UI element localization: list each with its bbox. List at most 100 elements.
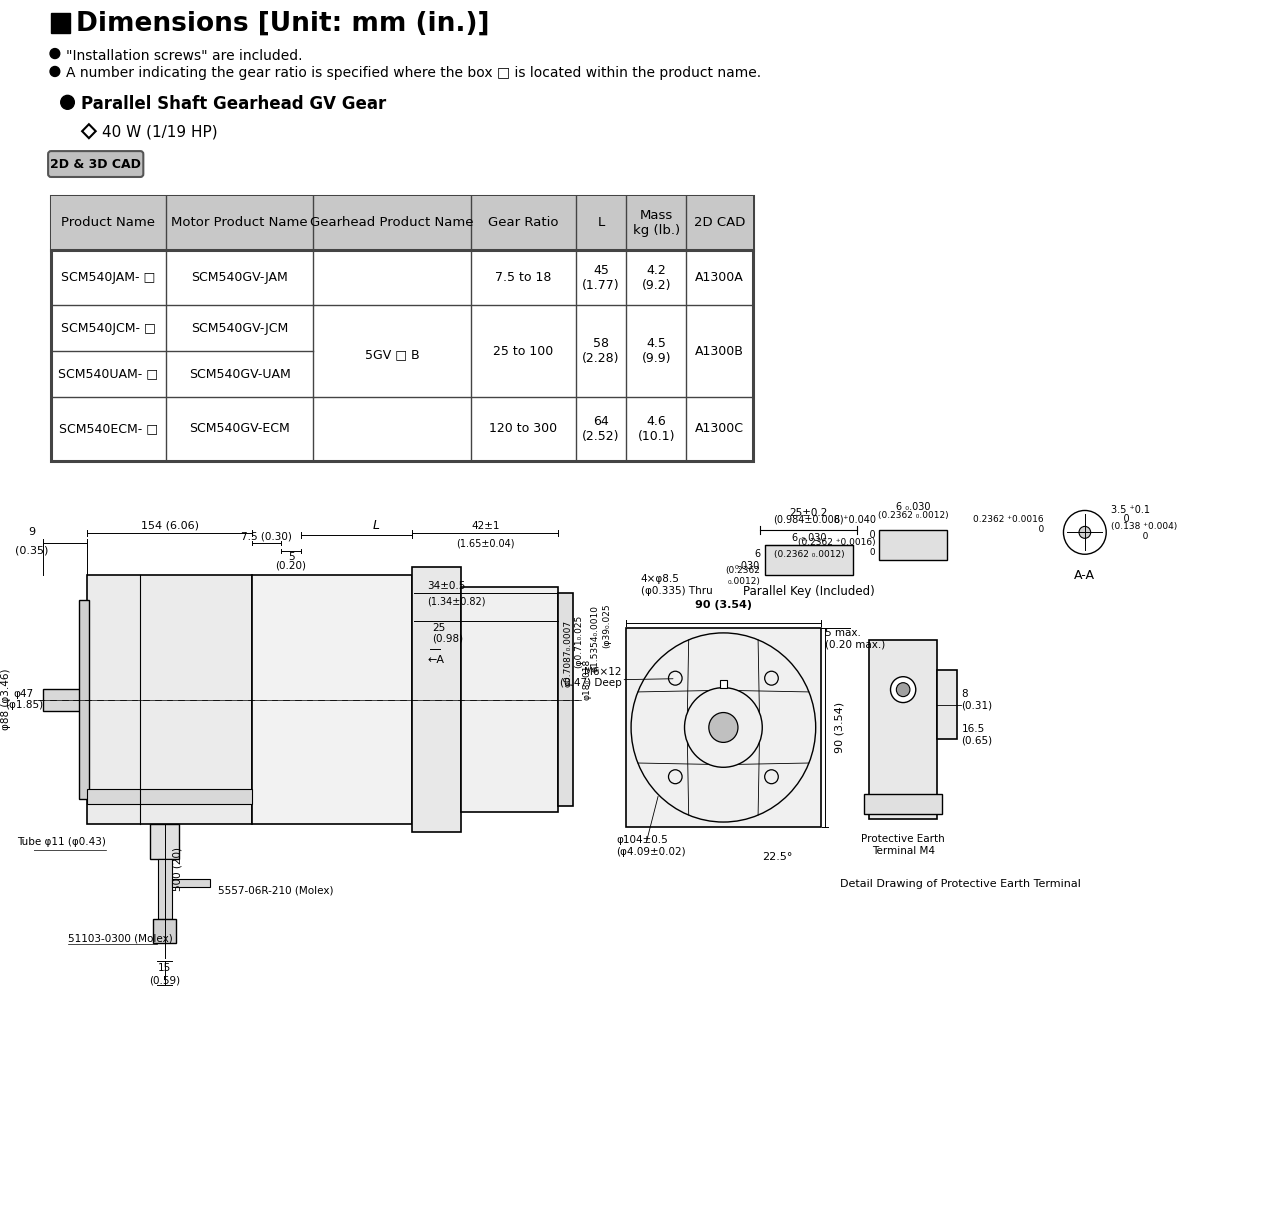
Text: Motor Product Name: Motor Product Name <box>172 216 307 230</box>
Text: "Installation screws" are included.: "Installation screws" are included. <box>65 49 302 62</box>
Text: 58
(2.28): 58 (2.28) <box>582 337 620 365</box>
Text: 42±1: 42±1 <box>471 522 499 532</box>
Text: 2D CAD: 2D CAD <box>694 216 745 230</box>
Bar <box>461 587 558 813</box>
Bar <box>51 12 70 33</box>
Bar <box>719 679 727 688</box>
Text: M6×12
(0.47) Deep: M6×12 (0.47) Deep <box>559 667 621 688</box>
Bar <box>879 530 947 560</box>
Text: L: L <box>372 519 380 533</box>
Text: φ104±0.5
(φ4.09±0.02): φ104±0.5 (φ4.09±0.02) <box>617 835 686 857</box>
Text: (0.35): (0.35) <box>15 545 49 555</box>
Bar <box>869 640 937 819</box>
Bar <box>157 859 172 919</box>
Text: Dimensions [Unit: mm (in.)]: Dimensions [Unit: mm (in.)] <box>77 11 490 37</box>
Text: (0.2362 ⁺0.0016): (0.2362 ⁺0.0016) <box>799 539 876 547</box>
Text: 25: 25 <box>431 623 445 633</box>
Text: 22.5°: 22.5° <box>763 852 792 862</box>
Text: 25±0.2: 25±0.2 <box>790 508 828 518</box>
Text: (1.34±0.82): (1.34±0.82) <box>428 596 485 606</box>
Bar <box>154 919 177 943</box>
Text: (φ0.71₀.025: (φ0.71₀.025 <box>575 615 584 668</box>
Text: SCM540GV-JAM: SCM540GV-JAM <box>191 271 288 284</box>
Text: SCM540GV-ECM: SCM540GV-ECM <box>189 423 289 435</box>
Text: SCM540JAM- □: SCM540JAM- □ <box>61 271 155 284</box>
Text: 6 ₀.030: 6 ₀.030 <box>896 502 931 512</box>
Text: 4.2
(9.2): 4.2 (9.2) <box>641 264 671 292</box>
Bar <box>412 567 461 832</box>
Text: SCM540JCM- □: SCM540JCM- □ <box>61 321 156 335</box>
Text: (0.20): (0.20) <box>275 560 306 571</box>
Bar <box>558 593 572 807</box>
Text: 6
₀.030: 6 ₀.030 <box>735 550 760 571</box>
Text: (0.138 ⁺0.004): (0.138 ⁺0.004) <box>1111 522 1178 532</box>
Text: Gearhead Product Name: Gearhead Product Name <box>310 216 474 230</box>
Text: 500 (20): 500 (20) <box>173 847 183 891</box>
Text: (φ39₀.025: (φ39₀.025 <box>602 602 611 648</box>
Text: A-A: A-A <box>1074 569 1096 582</box>
Text: 7.5 (0.30): 7.5 (0.30) <box>242 532 292 541</box>
Text: (0.2362
₀.0012): (0.2362 ₀.0012) <box>726 567 760 585</box>
Text: 0: 0 <box>1111 533 1148 541</box>
Text: 4×φ8.5
(φ0.335) Thru: 4×φ8.5 (φ0.335) Thru <box>641 574 713 596</box>
Text: 3.5 ⁺0.1: 3.5 ⁺0.1 <box>1111 506 1149 516</box>
Text: 5557-06R-210 (Molex): 5557-06R-210 (Molex) <box>218 886 334 896</box>
Text: 90 (3.54): 90 (3.54) <box>695 600 751 610</box>
Text: A1300B: A1300B <box>695 345 744 358</box>
Text: 8
(0.31): 8 (0.31) <box>961 689 992 710</box>
Text: Gear Ratio: Gear Ratio <box>488 216 558 230</box>
Bar <box>626 628 820 827</box>
Text: A number indicating the gear ratio is specified where the box □ is located withi: A number indicating the gear ratio is sp… <box>65 66 760 81</box>
Text: 9: 9 <box>28 528 35 538</box>
Text: φ0.7087₀.0007: φ0.7087₀.0007 <box>563 620 572 687</box>
Text: A1300C: A1300C <box>695 423 744 435</box>
Text: Product Name: Product Name <box>61 216 155 230</box>
Bar <box>51 196 753 461</box>
Circle shape <box>50 49 60 59</box>
Bar <box>937 670 956 739</box>
Text: 5: 5 <box>288 552 294 562</box>
Text: 154 (6.06): 154 (6.06) <box>141 521 198 530</box>
Text: Parallel Shaft Gearhead GV Gear: Parallel Shaft Gearhead GV Gear <box>81 95 387 114</box>
Text: 0.2362 ⁺0.0016: 0.2362 ⁺0.0016 <box>973 516 1044 524</box>
Text: 90 (3.54): 90 (3.54) <box>835 701 845 753</box>
Text: 4.5
(9.9): 4.5 (9.9) <box>641 337 671 365</box>
Text: (0.2362 ₀.0012): (0.2362 ₀.0012) <box>878 512 948 521</box>
Circle shape <box>896 683 910 697</box>
Circle shape <box>50 66 60 77</box>
Text: (0.59): (0.59) <box>150 975 180 985</box>
Bar <box>150 824 179 859</box>
Text: 0: 0 <box>1004 525 1044 534</box>
Text: (0.2362 ₀.0012): (0.2362 ₀.0012) <box>773 550 845 560</box>
Text: φ1.5354₀.0010: φ1.5354₀.0010 <box>590 605 599 672</box>
Text: φ47
(φ1.85): φ47 (φ1.85) <box>5 689 42 710</box>
Text: 0: 0 <box>1111 514 1130 524</box>
Text: ←A: ←A <box>428 655 444 665</box>
Text: Parallel Key (Included): Parallel Key (Included) <box>742 585 874 598</box>
Circle shape <box>891 677 915 703</box>
Text: 0: 0 <box>858 530 876 540</box>
Text: SCM540UAM- □: SCM540UAM- □ <box>59 368 159 380</box>
Text: φ88 (φ3.46): φ88 (φ3.46) <box>1 668 12 731</box>
Text: 6 ₀.030: 6 ₀.030 <box>791 533 826 544</box>
Text: 4.6
(10.1): 4.6 (10.1) <box>637 414 675 442</box>
Text: (0.98): (0.98) <box>431 634 463 644</box>
Circle shape <box>60 95 74 109</box>
Text: SCM540GV-JCM: SCM540GV-JCM <box>191 321 288 335</box>
Text: 40 W (1/19 HP): 40 W (1/19 HP) <box>101 125 218 139</box>
Bar <box>864 794 942 814</box>
Text: 5 max.
(0.20 max.): 5 max. (0.20 max.) <box>826 628 886 650</box>
Text: Detail Drawing of Protective Earth Terminal: Detail Drawing of Protective Earth Termi… <box>840 879 1080 888</box>
Text: Mass
kg (lb.): Mass kg (lb.) <box>632 209 680 237</box>
Text: 120 to 300: 120 to 300 <box>489 423 557 435</box>
Text: A1300A: A1300A <box>695 271 744 284</box>
Circle shape <box>709 712 739 743</box>
Text: 2D & 3D CAD: 2D & 3D CAD <box>50 158 141 171</box>
Text: φ18₀.018: φ18₀.018 <box>582 659 591 700</box>
Bar <box>87 576 252 824</box>
Text: 16.5
(0.65): 16.5 (0.65) <box>961 723 992 745</box>
Text: 0: 0 <box>845 549 876 557</box>
Text: Protective Earth
Terminal M4: Protective Earth Terminal M4 <box>861 833 945 855</box>
Circle shape <box>1079 527 1091 539</box>
Bar <box>51 196 753 249</box>
